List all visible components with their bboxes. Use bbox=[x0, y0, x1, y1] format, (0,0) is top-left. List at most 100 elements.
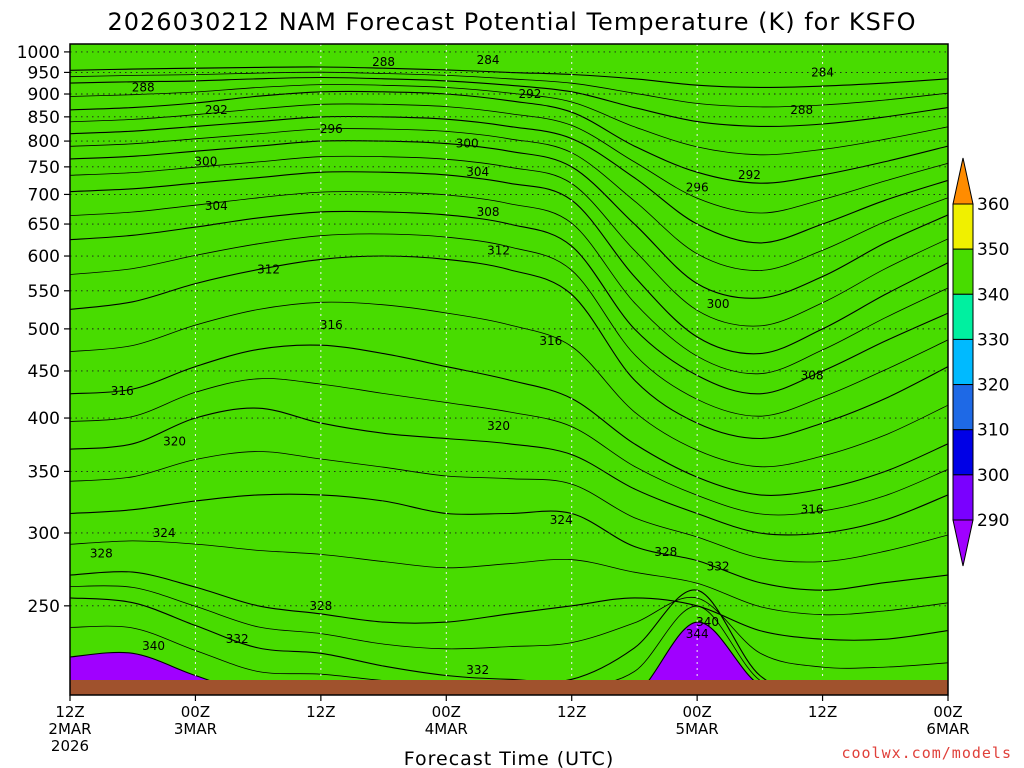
colorbar-label: 350 bbox=[977, 240, 1009, 260]
isentrope-316 bbox=[70, 344, 948, 496]
contour-label: 300 bbox=[194, 155, 217, 169]
isentrope-minor bbox=[70, 540, 948, 616]
x-tick-label: 2026 bbox=[51, 737, 89, 755]
contour-label: 284 bbox=[477, 53, 500, 67]
contour-label: 324 bbox=[153, 526, 176, 540]
contour-label: 332 bbox=[226, 632, 249, 646]
isentrope-minor bbox=[70, 233, 948, 417]
contour-label: 288 bbox=[132, 80, 155, 94]
isentrope-304 bbox=[70, 171, 948, 355]
contour-label: 312 bbox=[257, 263, 280, 277]
contour-label: 332 bbox=[707, 559, 730, 573]
y-tick-label: 650 bbox=[28, 215, 60, 235]
colorbar-swatch bbox=[952, 248, 974, 295]
isentrope-minor bbox=[70, 84, 948, 156]
y-tick-label: 300 bbox=[28, 524, 60, 544]
isentrope-284 bbox=[70, 66, 948, 88]
isentrope-300 bbox=[70, 140, 948, 299]
contour-label: 340 bbox=[696, 615, 719, 629]
x-tick-label: 00Z bbox=[933, 703, 962, 721]
isentrope-324 bbox=[70, 493, 948, 591]
x-tick-label: 12Z bbox=[808, 703, 837, 721]
credit-text: coolwx.com/models bbox=[841, 744, 1012, 762]
contour-label: 288 bbox=[790, 103, 813, 117]
contour-label: 300 bbox=[456, 137, 479, 151]
contour-label: 308 bbox=[801, 368, 824, 382]
y-tick-label: 700 bbox=[28, 185, 60, 205]
contour-label: 316 bbox=[801, 503, 824, 517]
isentrope-lines bbox=[70, 66, 948, 682]
x-axis-label: Forecast Time (UTC) bbox=[404, 748, 614, 768]
ground-surface bbox=[70, 680, 948, 695]
y-tick-label: 950 bbox=[28, 63, 60, 83]
contour-label: 308 bbox=[477, 205, 500, 219]
isentrope-minor bbox=[70, 451, 948, 563]
y-tick-label: 400 bbox=[28, 409, 60, 429]
isentrope-308 bbox=[70, 210, 948, 395]
contour-label: 300 bbox=[707, 297, 730, 311]
contour-label: 328 bbox=[654, 545, 677, 559]
contour-label: 328 bbox=[309, 599, 332, 613]
colorbar-label: 340 bbox=[977, 285, 1009, 305]
chart-title: 2026030212 NAM Forecast Potential Temper… bbox=[107, 8, 916, 36]
y-tick-label: 800 bbox=[28, 132, 60, 152]
y-tick-label: 350 bbox=[28, 462, 60, 482]
colorbar-label: 330 bbox=[977, 330, 1009, 350]
contour-label: 296 bbox=[686, 181, 709, 195]
x-tick-label: 2MAR bbox=[48, 720, 91, 738]
contour-label: 324 bbox=[550, 513, 573, 527]
y-tick-label: 550 bbox=[28, 282, 60, 302]
y-tick-label: 850 bbox=[28, 108, 60, 128]
isentrope-292 bbox=[70, 90, 948, 184]
isentrope-320 bbox=[70, 407, 948, 536]
contour-label: 316 bbox=[320, 318, 343, 332]
colorbar-swatch bbox=[952, 429, 974, 476]
x-tick-label: 3MAR bbox=[174, 720, 217, 738]
contour-label: 304 bbox=[466, 165, 489, 179]
contour-label: 292 bbox=[518, 87, 541, 101]
isentrope-296 bbox=[70, 115, 948, 244]
contour-label: 332 bbox=[466, 663, 489, 677]
x-tick-label: 12Z bbox=[55, 703, 84, 721]
x-tick-label: 6MAR bbox=[926, 720, 969, 738]
colorbar-label: 320 bbox=[977, 376, 1009, 396]
x-tick-label: 00Z bbox=[432, 703, 461, 721]
contour-label: 340 bbox=[142, 639, 165, 653]
contour-label: 292 bbox=[205, 103, 228, 117]
isentrope-minor bbox=[70, 71, 948, 108]
isentrope-minor bbox=[70, 301, 948, 468]
x-tick-label: 5MAR bbox=[676, 720, 719, 738]
isentrope-minor bbox=[70, 585, 948, 669]
y-tick-label: 750 bbox=[28, 158, 60, 178]
plot-frame bbox=[69, 43, 949, 696]
colorbar-label: 360 bbox=[977, 195, 1009, 215]
colorbar-label: 310 bbox=[977, 421, 1009, 441]
contour-label: 316 bbox=[111, 384, 134, 398]
contour-label: 284 bbox=[811, 65, 834, 79]
colorbar-swatch bbox=[952, 474, 974, 521]
isentrope-328 bbox=[70, 571, 948, 641]
y-tick-label: 1000 bbox=[17, 43, 60, 63]
x-tick-label: 00Z bbox=[181, 703, 210, 721]
isentrope-minor bbox=[70, 191, 948, 375]
isentrope-minor bbox=[70, 155, 948, 327]
x-tick-label: 00Z bbox=[682, 703, 711, 721]
contour-label: 320 bbox=[163, 435, 186, 449]
colorbar-swatch bbox=[952, 338, 974, 386]
isentrope-288 bbox=[70, 76, 948, 128]
isentrope-minor bbox=[70, 103, 948, 214]
y-tick-label: 250 bbox=[28, 597, 60, 617]
colorbar-swatch bbox=[952, 384, 974, 431]
isentrope-332 bbox=[70, 589, 771, 682]
contour-label: 292 bbox=[738, 168, 761, 182]
x-tick-label: 12Z bbox=[557, 703, 586, 721]
grid-lines bbox=[70, 44, 948, 695]
isentrope-312 bbox=[70, 255, 948, 440]
x-tick-label: 4MAR bbox=[425, 720, 468, 738]
contour-label: 320 bbox=[487, 419, 510, 433]
colorbar-label: 290 bbox=[977, 511, 1009, 531]
isentrope-minor bbox=[70, 128, 948, 271]
